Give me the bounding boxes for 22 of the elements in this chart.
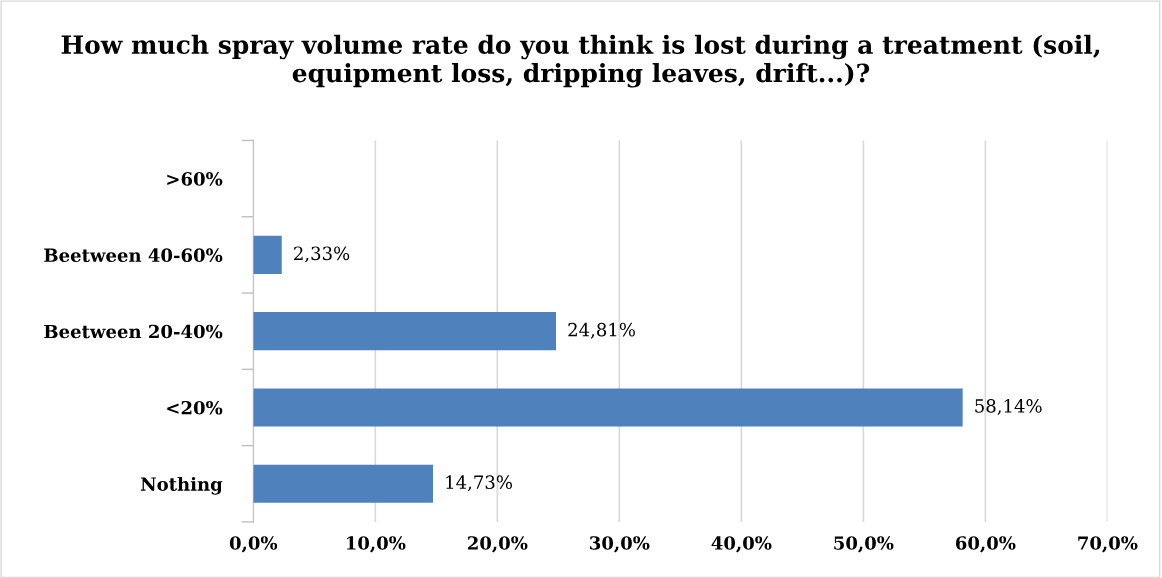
x-tick-label: 50,0% bbox=[834, 536, 894, 553]
data-label: 58,14% bbox=[975, 399, 1042, 415]
bar bbox=[253, 312, 557, 351]
y-tick-label: <20% bbox=[167, 400, 223, 415]
x-tick-label: 0,0% bbox=[229, 536, 278, 553]
bar bbox=[253, 235, 282, 274]
x-tick-label: 60,0% bbox=[955, 536, 1016, 553]
y-tick-label: >60% bbox=[167, 172, 223, 186]
x-tick-label: 20,0% bbox=[467, 536, 528, 553]
x-tick-label: 40,0% bbox=[711, 536, 772, 553]
y-tick-label: Beetween 20-40% bbox=[44, 324, 223, 339]
bar bbox=[253, 388, 963, 427]
chart-title: How much spray volume rate do you think is lost during a treatment (soil, equipment loss, dripping leaves, drift...)? bbox=[61, 34, 1100, 88]
x-tick-label: 10,0% bbox=[346, 536, 406, 553]
x-tick-label: 70,0% bbox=[1078, 536, 1138, 553]
data-label: 14,73% bbox=[446, 475, 512, 492]
y-tick-label: Beetween 40-60% bbox=[44, 248, 223, 263]
bar bbox=[253, 464, 434, 503]
y-tick-label: Nothing bbox=[140, 476, 223, 495]
data-label: 24,81% bbox=[568, 322, 635, 339]
x-tick-label: 30,0% bbox=[590, 536, 650, 553]
data-label: 2,33% bbox=[294, 246, 350, 263]
